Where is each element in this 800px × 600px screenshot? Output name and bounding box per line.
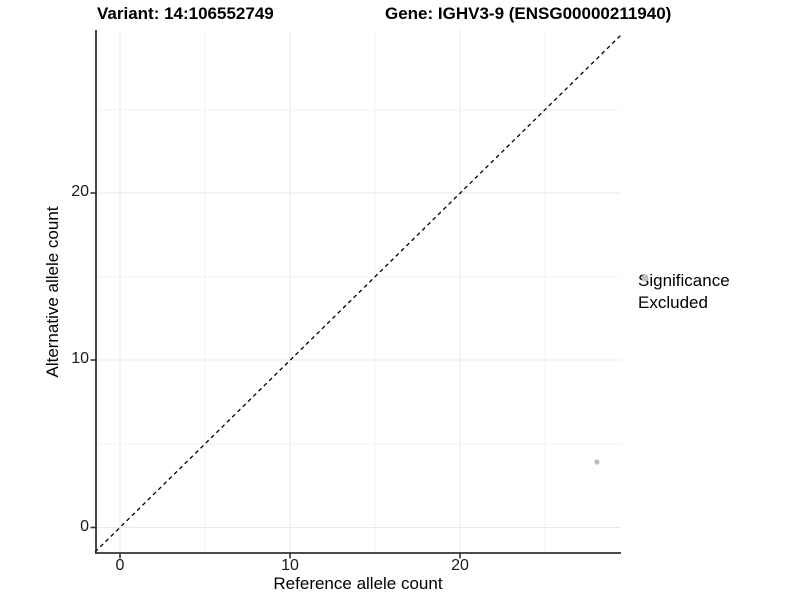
minor-gridlines	[95, 30, 621, 553]
x-tick-label-10: 10	[281, 557, 299, 574]
major-gridlines	[95, 30, 621, 553]
y-tick-label-0: 0	[80, 518, 89, 535]
y-tick-label-20: 20	[71, 183, 89, 200]
legend-item-excluded: Excluded	[638, 274, 730, 313]
data-point-excluded	[594, 459, 600, 465]
legend-title: Significance	[638, 271, 730, 290]
x-tick-label-0: 0	[115, 557, 125, 574]
x-tick-label-20: 20	[451, 557, 469, 574]
y-tick-label-10: 10	[71, 350, 89, 367]
legend: Significance Excluded	[638, 271, 730, 313]
dot-icon	[641, 274, 649, 282]
plot-title-gene: Gene: IGHV3-9 (ENSG00000211940)	[385, 4, 672, 23]
x-axis-title: Reference allele count	[273, 574, 443, 593]
identity-reference-line	[94, 34, 622, 553]
y-axis-title: Alternative allele count	[43, 206, 62, 378]
axis-lines	[95, 30, 621, 554]
tick-marks	[90, 192, 461, 559]
legend-item-label: Excluded	[638, 293, 708, 312]
plot-title-variant: Variant: 14:106552749	[97, 4, 274, 23]
